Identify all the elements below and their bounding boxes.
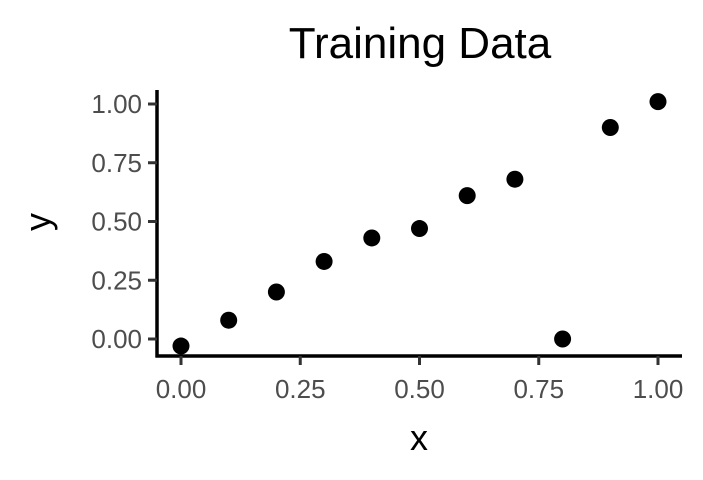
- x-tick-label: 1.00: [633, 374, 684, 404]
- y-tick-label: 1.00: [91, 89, 142, 119]
- data-point: [458, 187, 476, 205]
- y-axis-title: y: [17, 213, 58, 231]
- data-point: [172, 337, 190, 355]
- x-tick-label: 0.25: [275, 374, 326, 404]
- data-point: [506, 170, 524, 188]
- y-tick-label: 0.75: [91, 148, 142, 178]
- y-tick-label: 0.25: [91, 265, 142, 295]
- x-axis-title: x: [410, 417, 428, 458]
- data-point: [411, 220, 428, 238]
- data-point: [267, 283, 285, 301]
- data-point: [554, 330, 572, 348]
- chart-title: Training Data: [289, 19, 552, 68]
- data-point: [315, 252, 333, 270]
- x-tick-label: 0.50: [394, 374, 445, 404]
- y-tick-label: 0.00: [91, 324, 142, 354]
- x-tick-label: 0.75: [513, 374, 564, 404]
- y-tick-label: 0.50: [91, 207, 142, 237]
- data-point: [220, 311, 238, 329]
- x-tick-label: 0.00: [156, 374, 207, 404]
- data-point: [601, 119, 619, 136]
- data-point: [363, 229, 381, 247]
- plot-area: 0.00 0.25 0.50 0.75 1.00 0.00 0.25 0.50 0.75 1.00: [91, 89, 683, 404]
- data-point: [649, 93, 667, 111]
